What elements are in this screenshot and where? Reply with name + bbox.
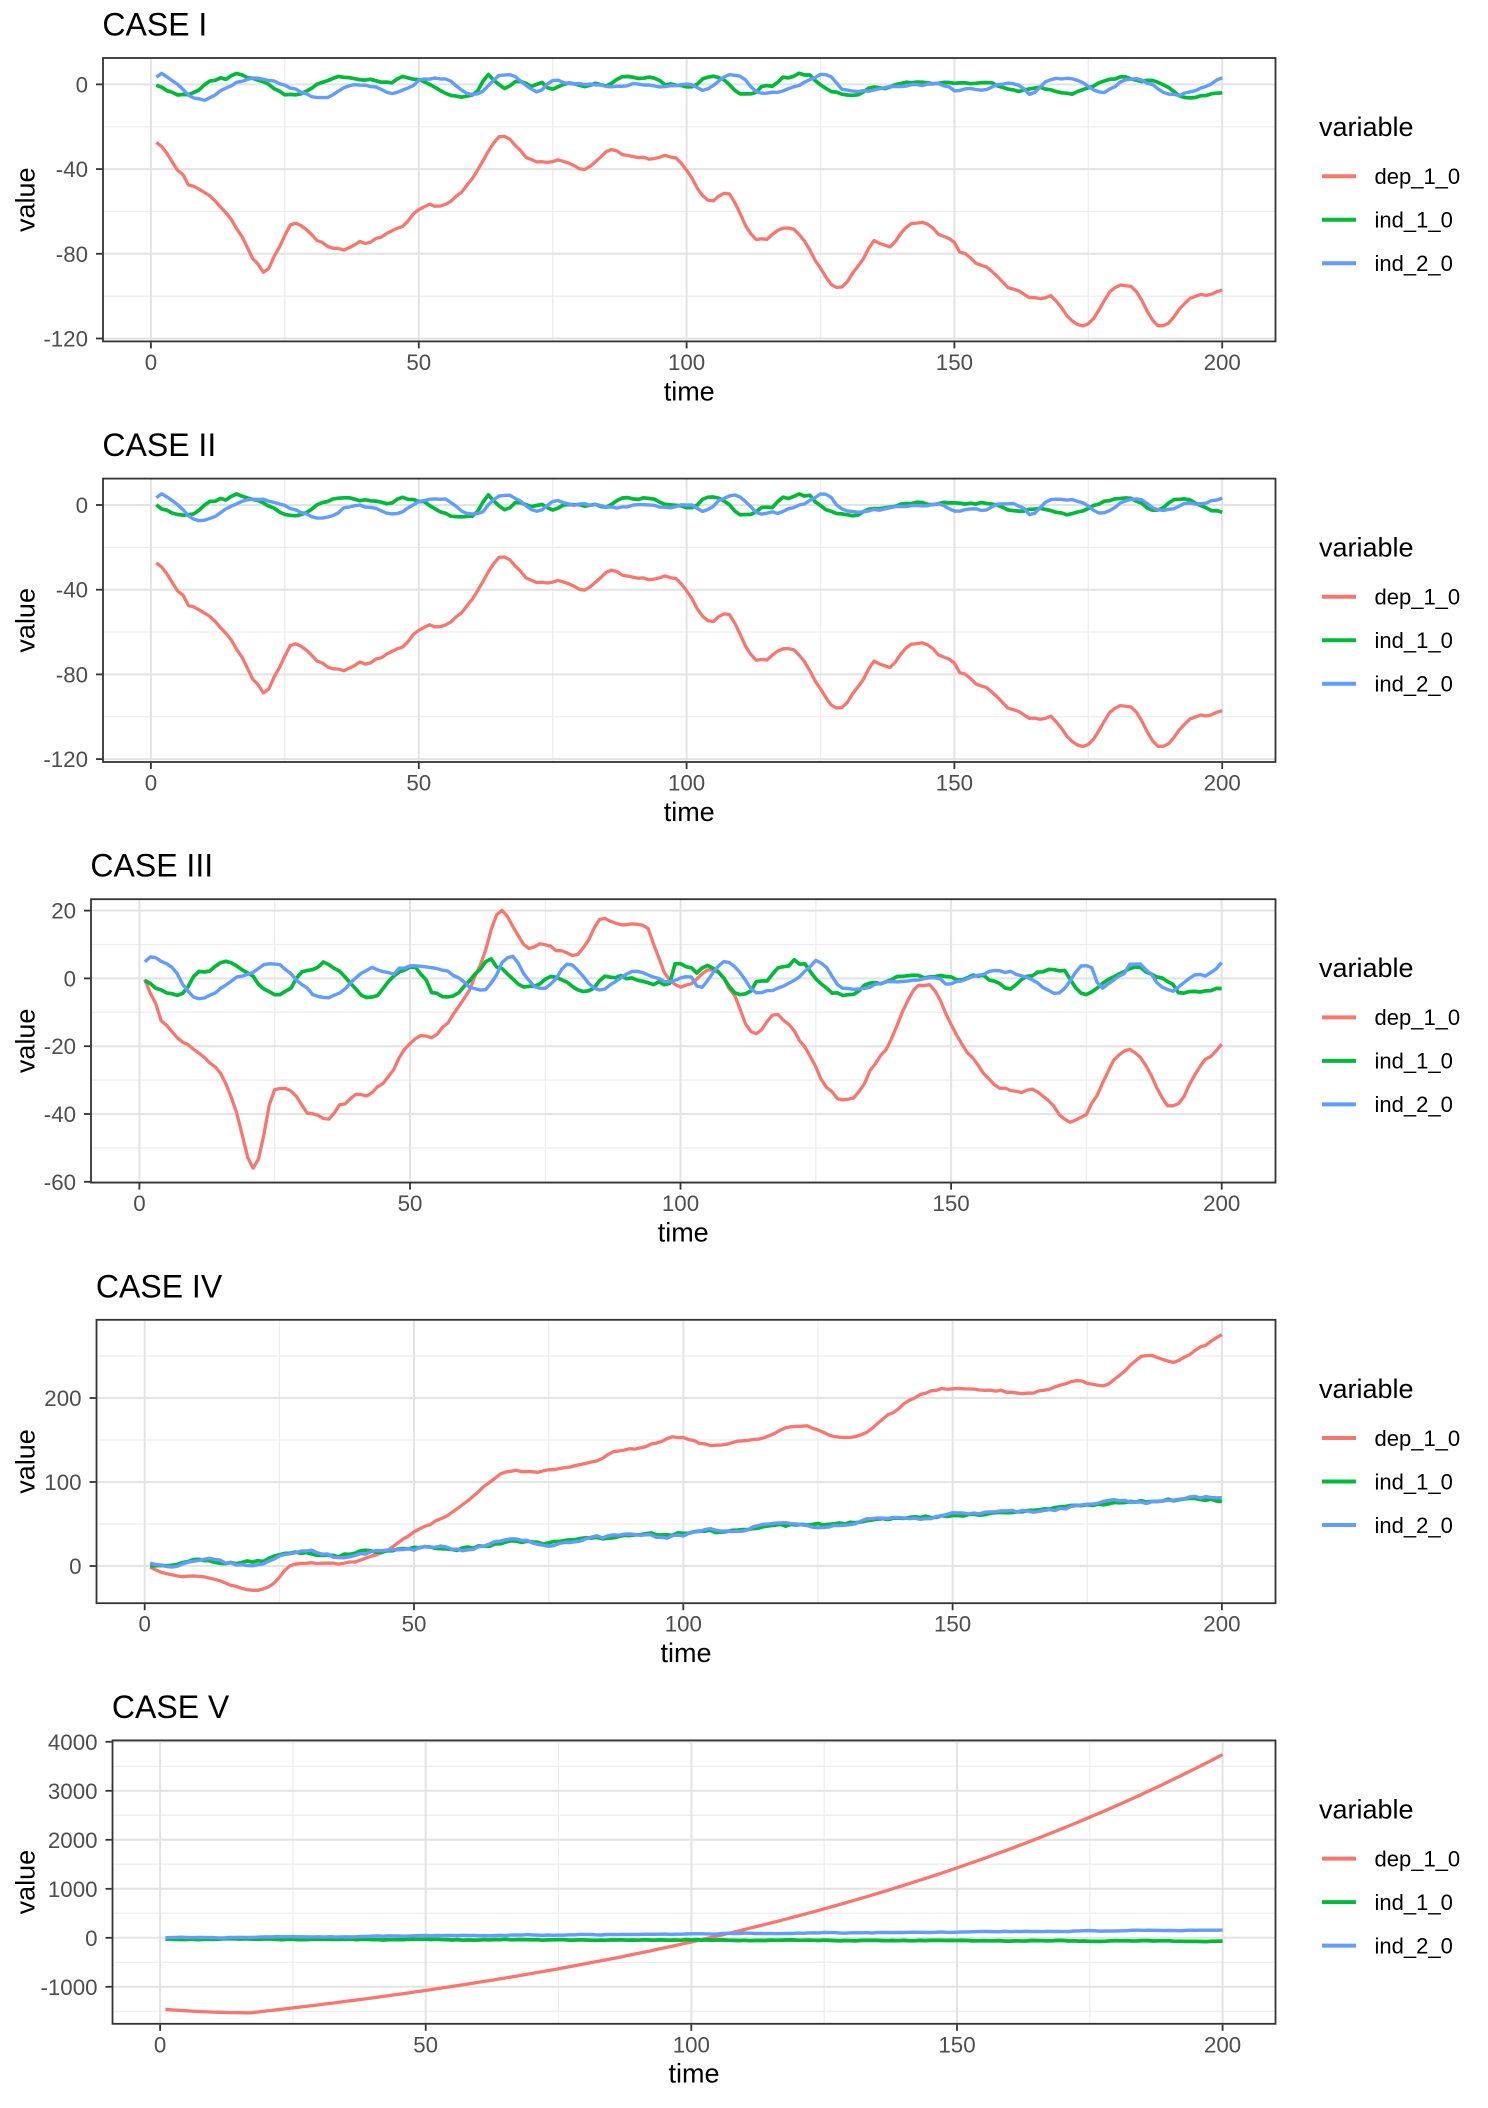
- svg-text:0: 0: [145, 771, 157, 796]
- svg-text:value: value: [10, 588, 40, 653]
- svg-text:4000: 4000: [48, 1730, 98, 1755]
- svg-text:0: 0: [85, 1926, 97, 1951]
- svg-text:variable: variable: [1319, 533, 1414, 563]
- svg-text:dep_1_0: dep_1_0: [1375, 585, 1461, 610]
- svg-text:0: 0: [145, 350, 157, 375]
- svg-text:0: 0: [138, 1612, 150, 1637]
- svg-text:200: 200: [1204, 2032, 1241, 2057]
- svg-text:dep_1_0: dep_1_0: [1375, 1426, 1461, 1451]
- svg-text:dep_1_0: dep_1_0: [1375, 1846, 1461, 1871]
- svg-text:3000: 3000: [48, 1779, 98, 1804]
- svg-text:ind_2_0: ind_2_0: [1375, 1513, 1453, 1538]
- svg-text:1000: 1000: [48, 1877, 98, 1902]
- svg-text:time: time: [664, 376, 715, 406]
- svg-text:50: 50: [406, 771, 431, 796]
- svg-text:-40: -40: [56, 578, 88, 603]
- svg-text:-80: -80: [56, 662, 88, 687]
- svg-text:ind_1_0: ind_1_0: [1375, 1049, 1453, 1074]
- svg-text:value: value: [10, 167, 40, 232]
- svg-text:ind_2_0: ind_2_0: [1375, 672, 1453, 697]
- svg-text:time: time: [664, 797, 715, 827]
- svg-text:100: 100: [673, 2032, 710, 2057]
- svg-text:-40: -40: [44, 1102, 76, 1127]
- svg-text:ind_2_0: ind_2_0: [1375, 251, 1453, 276]
- svg-text:time: time: [658, 1218, 709, 1248]
- svg-text:0: 0: [76, 493, 88, 518]
- svg-text:200: 200: [1203, 1191, 1240, 1216]
- svg-text:200: 200: [44, 1386, 81, 1411]
- svg-text:variable: variable: [1319, 112, 1414, 142]
- svg-text:variable: variable: [1319, 1374, 1414, 1404]
- svg-text:dep_1_0: dep_1_0: [1375, 164, 1461, 189]
- svg-text:ind_1_0: ind_1_0: [1375, 208, 1453, 233]
- svg-text:CASE I: CASE I: [102, 7, 207, 43]
- svg-text:time: time: [660, 1638, 711, 1668]
- svg-text:ind_2_0: ind_2_0: [1375, 1933, 1453, 1958]
- svg-text:ind_1_0: ind_1_0: [1375, 628, 1453, 653]
- svg-text:50: 50: [406, 350, 431, 375]
- svg-text:0: 0: [64, 966, 76, 991]
- svg-text:0: 0: [154, 2032, 166, 2057]
- svg-text:-40: -40: [56, 157, 88, 182]
- svg-text:150: 150: [938, 2032, 975, 2057]
- svg-text:ind_1_0: ind_1_0: [1375, 1469, 1453, 1494]
- svg-text:150: 150: [934, 1612, 971, 1637]
- svg-text:-80: -80: [56, 242, 88, 267]
- svg-text:100: 100: [668, 771, 705, 796]
- svg-text:-120: -120: [43, 747, 88, 772]
- svg-text:CASE III: CASE III: [90, 848, 213, 884]
- svg-text:150: 150: [932, 1191, 969, 1216]
- svg-text:2000: 2000: [48, 1828, 98, 1853]
- svg-text:value: value: [10, 1009, 40, 1074]
- svg-text:variable: variable: [1319, 1794, 1414, 1824]
- svg-text:-120: -120: [43, 327, 88, 352]
- svg-text:CASE V: CASE V: [112, 1689, 230, 1725]
- svg-text:20: 20: [51, 899, 76, 924]
- svg-text:dep_1_0: dep_1_0: [1375, 1005, 1461, 1030]
- svg-text:0: 0: [76, 72, 88, 97]
- svg-text:50: 50: [398, 1191, 423, 1216]
- svg-text:200: 200: [1204, 771, 1241, 796]
- svg-text:150: 150: [936, 350, 973, 375]
- svg-text:ind_1_0: ind_1_0: [1375, 1890, 1453, 1915]
- svg-text:100: 100: [662, 1191, 699, 1216]
- svg-text:200: 200: [1204, 350, 1241, 375]
- svg-text:-60: -60: [44, 1170, 76, 1195]
- svg-text:time: time: [668, 2059, 719, 2089]
- svg-text:100: 100: [44, 1470, 81, 1495]
- svg-text:CASE IV: CASE IV: [96, 1268, 223, 1304]
- svg-text:50: 50: [402, 1612, 427, 1637]
- svg-text:-1000: -1000: [40, 1975, 97, 2000]
- svg-text:100: 100: [668, 350, 705, 375]
- svg-text:50: 50: [413, 2032, 438, 2057]
- svg-text:variable: variable: [1319, 953, 1414, 983]
- svg-text:0: 0: [69, 1554, 81, 1579]
- svg-text:CASE II: CASE II: [102, 427, 216, 463]
- svg-text:value: value: [10, 1429, 40, 1494]
- svg-text:value: value: [10, 1850, 40, 1915]
- svg-text:200: 200: [1203, 1612, 1240, 1637]
- svg-text:ind_2_0: ind_2_0: [1375, 1092, 1453, 1117]
- svg-text:-20: -20: [44, 1034, 76, 1059]
- svg-text:0: 0: [133, 1191, 145, 1216]
- svg-text:100: 100: [665, 1612, 702, 1637]
- svg-text:150: 150: [936, 771, 973, 796]
